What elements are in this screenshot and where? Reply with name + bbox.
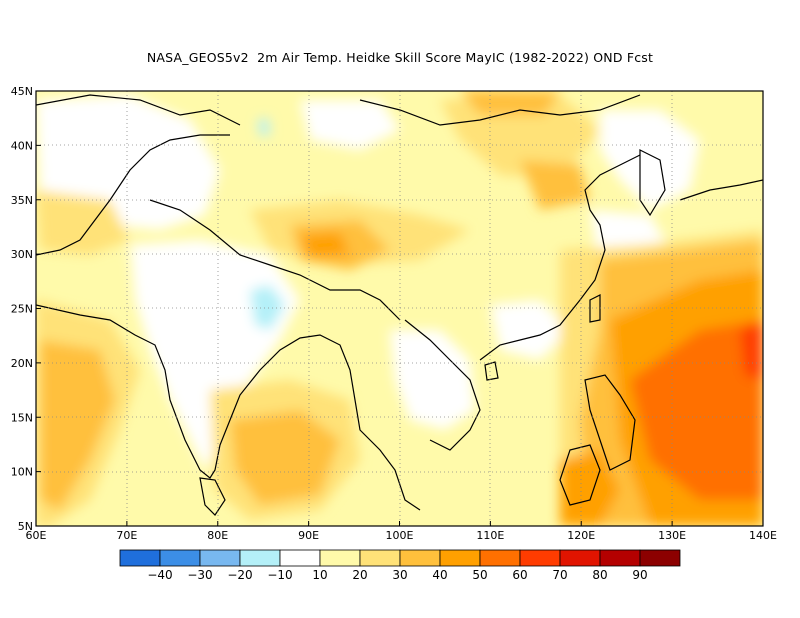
colorbar-label: 10 — [312, 568, 327, 582]
y-axis: 5N 10N 15N 20N 25N 30N 35N 40N 45N — [11, 85, 41, 533]
colorbar-label: −40 — [147, 568, 172, 582]
y-tick-label: 35N — [11, 194, 33, 207]
x-axis: 60E 70E 80E 90E 100E 110E 120E 130E 140E — [26, 521, 777, 542]
colorbar-label: −20 — [227, 568, 252, 582]
y-tick-label: 45N — [11, 85, 33, 98]
colorbar-label: −10 — [267, 568, 292, 582]
colorbar-swatch — [639, 549, 681, 567]
x-tick-label: 100E — [386, 529, 414, 542]
x-tick-label: 60E — [26, 529, 47, 542]
colorbar-swatch — [479, 549, 521, 567]
colorbar-label: 70 — [552, 568, 567, 582]
shaded-field — [36, 91, 763, 526]
colorbar-label: 20 — [352, 568, 367, 582]
x-tick-label: 140E — [749, 529, 777, 542]
y-tick-label: 25N — [11, 303, 33, 316]
colorbar-label: 50 — [472, 568, 487, 582]
colorbar-swatch — [439, 549, 481, 567]
colorbar-swatch — [359, 549, 401, 567]
y-tick-label: 40N — [11, 139, 33, 152]
colorbar-swatch — [319, 549, 361, 567]
x-tick-label: 110E — [476, 529, 504, 542]
y-tick-label: 15N — [11, 411, 33, 424]
colorbar-swatch — [599, 549, 641, 567]
y-tick-label: 5N — [18, 520, 33, 533]
colorbar-label: 40 — [432, 568, 447, 582]
colorbar-swatch — [519, 549, 561, 567]
y-tick-label: 10N — [11, 466, 33, 479]
colorbar-swatch — [399, 549, 441, 567]
x-tick-label: 120E — [567, 529, 595, 542]
x-tick-label: 80E — [207, 529, 228, 542]
colorbar-label: 90 — [632, 568, 647, 582]
colorbar-swatch — [279, 549, 321, 567]
coastlines — [36, 94, 763, 516]
page-title: NASA_GEOS5v2 2m Air Temp. Heidke Skill S… — [146, 50, 654, 65]
colorbar-swatch — [239, 549, 281, 567]
colorbar-swatch — [199, 549, 241, 567]
x-tick-label: 130E — [658, 529, 686, 542]
colorbar-swatch — [119, 549, 161, 567]
colorbar-label: 30 — [392, 568, 407, 582]
gridlines — [36, 91, 763, 526]
colorbar-swatch — [159, 549, 201, 567]
x-tick-label: 90E — [298, 529, 319, 542]
colorbar-swatch — [559, 549, 601, 567]
colorbar-label: 80 — [592, 568, 607, 582]
y-tick-label: 30N — [11, 248, 33, 261]
y-tick-label: 20N — [11, 357, 33, 370]
x-tick-label: 70E — [116, 529, 137, 542]
colorbar-label: −30 — [187, 568, 212, 582]
colorbar-label: 60 — [512, 568, 527, 582]
colorbar: −40 −30 −20 −10 10 20 30 40 50 60 70 80 90 — [119, 549, 681, 582]
